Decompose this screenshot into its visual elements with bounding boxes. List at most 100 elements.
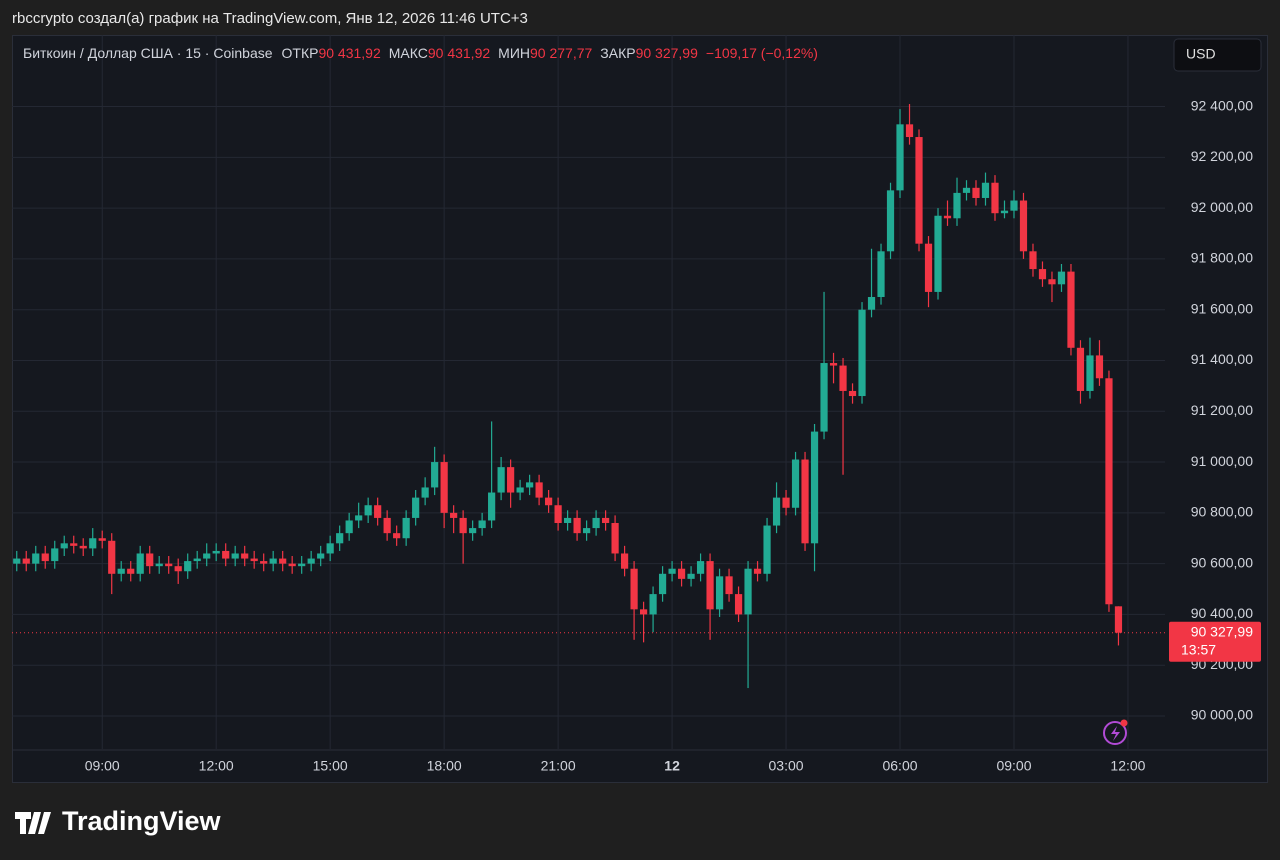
candle-body	[469, 528, 477, 534]
candle-body	[307, 558, 315, 564]
candle-body	[829, 363, 838, 366]
candle-body	[155, 563, 163, 567]
x-tick-label: 12	[664, 758, 680, 774]
candle-body	[488, 492, 496, 521]
x-tick-label: 09:00	[85, 758, 120, 774]
x-tick-label: 15:00	[313, 758, 348, 774]
y-tick-label: 90 000,00	[1191, 707, 1253, 723]
y-tick-label: 91 800,00	[1191, 250, 1253, 266]
candle-body	[184, 561, 192, 572]
candle-body	[421, 487, 429, 498]
candle-body	[858, 309, 866, 397]
candle-body	[279, 558, 287, 564]
y-tick-label: 90 600,00	[1191, 554, 1253, 570]
candle-body	[146, 553, 154, 567]
candle-body	[136, 553, 144, 574]
candle-body	[336, 533, 344, 544]
candle-body	[1057, 271, 1066, 285]
candle-body	[431, 462, 439, 488]
candle-body	[355, 515, 363, 521]
candle-body	[810, 431, 819, 544]
legend-change: −109,17 (−0,12%)	[706, 45, 818, 61]
candle-body	[364, 505, 372, 516]
candle-body	[848, 390, 857, 397]
alert-icon[interactable]	[1103, 721, 1127, 745]
candle-body	[564, 517, 572, 524]
candle-body	[744, 568, 752, 615]
chart-panel	[12, 35, 1268, 783]
last-price-box	[1169, 621, 1261, 662]
countdown: 13:57	[1181, 641, 1216, 657]
candle-body	[250, 558, 258, 562]
candle-body	[79, 545, 87, 549]
candle-body	[725, 576, 733, 595]
candle-body	[1095, 355, 1104, 379]
candle-body	[1010, 200, 1018, 211]
candle-body	[896, 124, 904, 191]
legend-value: 90 327,99	[636, 45, 698, 61]
candle-body	[497, 467, 505, 493]
caption: rbccrypto создал(а) график на TradingVie…	[12, 10, 528, 27]
candle-body	[41, 553, 49, 562]
x-tick-label: 18:00	[427, 758, 462, 774]
last-price-label: 90 327,99	[1191, 623, 1253, 639]
candle-body	[89, 538, 97, 549]
candle-body	[507, 467, 515, 493]
candle-body	[801, 459, 809, 544]
candle-body	[753, 568, 762, 574]
y-tick-label: 92 400,00	[1191, 97, 1253, 113]
candle-body	[117, 568, 125, 574]
candle-body	[193, 558, 201, 562]
candle-body	[934, 215, 942, 292]
candle-body	[412, 497, 420, 518]
candle-body	[639, 609, 648, 615]
candle-body	[991, 182, 999, 214]
grid	[12, 35, 1267, 751]
candle-body	[1038, 269, 1047, 280]
candle-body	[241, 553, 249, 559]
alert-dot	[1120, 719, 1128, 727]
candle-body	[288, 563, 296, 567]
candle-body	[108, 540, 116, 574]
candle-body	[60, 543, 68, 549]
candle-body	[393, 533, 401, 539]
candle-body	[924, 243, 933, 292]
y-tick-label: 91 600,00	[1191, 300, 1253, 316]
candle-body	[22, 558, 30, 564]
candle-body	[374, 505, 382, 518]
candle-body	[706, 561, 714, 610]
candle-body	[677, 568, 686, 579]
candle-body	[877, 251, 885, 298]
candle-body	[51, 548, 59, 562]
candle-body	[231, 553, 239, 559]
candle-body	[269, 558, 277, 564]
candle-body	[1000, 210, 1009, 214]
currency[interactable]: USD	[1186, 46, 1216, 62]
candle-body	[981, 182, 990, 198]
x-tick-label: 09:00	[996, 758, 1031, 774]
candle-body	[450, 512, 458, 518]
x-tick-label: 03:00	[769, 758, 804, 774]
candle-body	[526, 482, 534, 488]
candle-body	[763, 525, 771, 574]
candle-body	[972, 187, 980, 198]
candle-body	[165, 563, 173, 567]
candle-body	[782, 497, 790, 508]
candle-body	[317, 553, 325, 559]
candle-body	[298, 563, 306, 567]
candle-body	[915, 137, 923, 244]
candle-body	[1114, 606, 1123, 633]
candle-body	[601, 517, 610, 524]
candle-body	[1067, 271, 1075, 348]
candle-body	[592, 517, 600, 529]
candle-body	[943, 215, 952, 219]
candle-body	[734, 594, 743, 615]
candles	[12, 104, 1165, 689]
candle-body	[174, 566, 182, 572]
logo-text: TradingView	[62, 806, 222, 836]
legend-name: ЗАКР	[600, 45, 635, 61]
x-tick-label: 21:00	[541, 758, 576, 774]
currency-button[interactable]	[1173, 38, 1262, 72]
candle-body	[953, 192, 961, 219]
